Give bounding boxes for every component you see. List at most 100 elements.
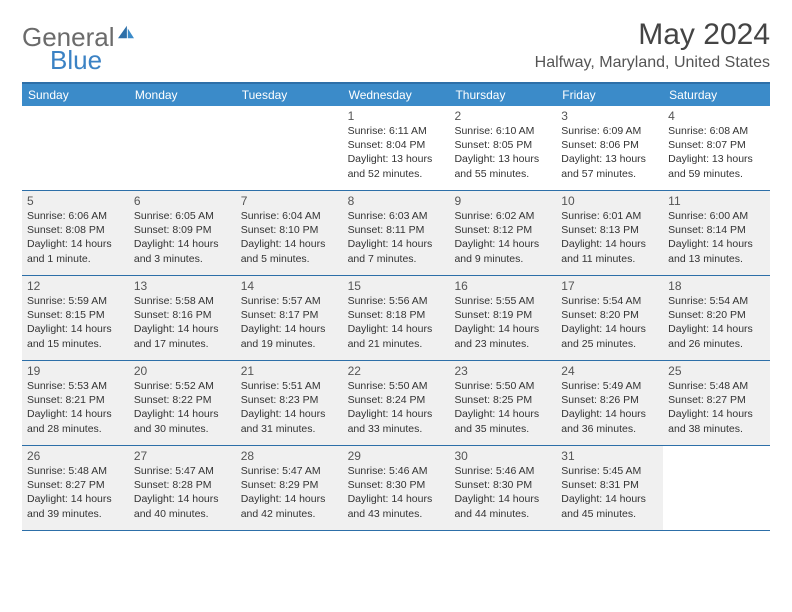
day-cell xyxy=(663,446,770,530)
daylight-text-1: Daylight: 14 hours xyxy=(668,322,765,336)
day-cell: 25Sunrise: 5:48 AMSunset: 8:27 PMDayligh… xyxy=(663,361,770,445)
weekday-header: Friday xyxy=(556,84,663,106)
day-cell: 26Sunrise: 5:48 AMSunset: 8:27 PMDayligh… xyxy=(22,446,129,530)
day-cell: 11Sunrise: 6:00 AMSunset: 8:14 PMDayligh… xyxy=(663,191,770,275)
sunset-text: Sunset: 8:15 PM xyxy=(27,308,124,322)
daylight-text-2: and 1 minute. xyxy=(27,252,124,266)
day-info: Sunrise: 6:06 AMSunset: 8:08 PMDaylight:… xyxy=(27,209,124,266)
sunrise-text: Sunrise: 6:09 AM xyxy=(561,124,658,138)
day-cell: 4Sunrise: 6:08 AMSunset: 8:07 PMDaylight… xyxy=(663,106,770,190)
sunset-text: Sunset: 8:28 PM xyxy=(134,478,231,492)
day-number: 23 xyxy=(454,364,551,378)
sunset-text: Sunset: 8:27 PM xyxy=(27,478,124,492)
sunset-text: Sunset: 8:09 PM xyxy=(134,223,231,237)
sunrise-text: Sunrise: 5:56 AM xyxy=(348,294,445,308)
day-info: Sunrise: 5:50 AMSunset: 8:25 PMDaylight:… xyxy=(454,379,551,436)
sunset-text: Sunset: 8:26 PM xyxy=(561,393,658,407)
sunset-text: Sunset: 8:29 PM xyxy=(241,478,338,492)
day-info: Sunrise: 6:08 AMSunset: 8:07 PMDaylight:… xyxy=(668,124,765,181)
sunset-text: Sunset: 8:04 PM xyxy=(348,138,445,152)
day-cell: 28Sunrise: 5:47 AMSunset: 8:29 PMDayligh… xyxy=(236,446,343,530)
daylight-text-1: Daylight: 14 hours xyxy=(561,322,658,336)
sunset-text: Sunset: 8:30 PM xyxy=(454,478,551,492)
sunrise-text: Sunrise: 6:06 AM xyxy=(27,209,124,223)
sunrise-text: Sunrise: 5:54 AM xyxy=(668,294,765,308)
sunset-text: Sunset: 8:25 PM xyxy=(454,393,551,407)
day-cell: 15Sunrise: 5:56 AMSunset: 8:18 PMDayligh… xyxy=(343,276,450,360)
day-cell: 1Sunrise: 6:11 AMSunset: 8:04 PMDaylight… xyxy=(343,106,450,190)
day-info: Sunrise: 5:47 AMSunset: 8:29 PMDaylight:… xyxy=(241,464,338,521)
daylight-text-2: and 45 minutes. xyxy=(561,507,658,521)
weekday-header: Tuesday xyxy=(236,84,343,106)
sunrise-text: Sunrise: 5:48 AM xyxy=(27,464,124,478)
day-number: 14 xyxy=(241,279,338,293)
sunrise-text: Sunrise: 5:52 AM xyxy=(134,379,231,393)
sunset-text: Sunset: 8:21 PM xyxy=(27,393,124,407)
daylight-text-1: Daylight: 14 hours xyxy=(134,237,231,251)
daylight-text-2: and 59 minutes. xyxy=(668,167,765,181)
day-info: Sunrise: 6:10 AMSunset: 8:05 PMDaylight:… xyxy=(454,124,551,181)
sunset-text: Sunset: 8:19 PM xyxy=(454,308,551,322)
sunrise-text: Sunrise: 6:03 AM xyxy=(348,209,445,223)
day-info: Sunrise: 5:54 AMSunset: 8:20 PMDaylight:… xyxy=(561,294,658,351)
day-number: 26 xyxy=(27,449,124,463)
day-cell: 29Sunrise: 5:46 AMSunset: 8:30 PMDayligh… xyxy=(343,446,450,530)
daylight-text-2: and 42 minutes. xyxy=(241,507,338,521)
day-info: Sunrise: 5:46 AMSunset: 8:30 PMDaylight:… xyxy=(454,464,551,521)
day-info: Sunrise: 5:52 AMSunset: 8:22 PMDaylight:… xyxy=(134,379,231,436)
daylight-text-2: and 13 minutes. xyxy=(668,252,765,266)
day-number: 15 xyxy=(348,279,445,293)
day-info: Sunrise: 5:55 AMSunset: 8:19 PMDaylight:… xyxy=(454,294,551,351)
daylight-text-1: Daylight: 14 hours xyxy=(241,237,338,251)
sunset-text: Sunset: 8:11 PM xyxy=(348,223,445,237)
header: GeneralBlue May 2024 Halfway, Maryland, … xyxy=(22,18,770,76)
day-info: Sunrise: 5:50 AMSunset: 8:24 PMDaylight:… xyxy=(348,379,445,436)
daylight-text-1: Daylight: 14 hours xyxy=(561,407,658,421)
day-cell: 6Sunrise: 6:05 AMSunset: 8:09 PMDaylight… xyxy=(129,191,236,275)
sunset-text: Sunset: 8:24 PM xyxy=(348,393,445,407)
day-info: Sunrise: 5:56 AMSunset: 8:18 PMDaylight:… xyxy=(348,294,445,351)
daylight-text-2: and 57 minutes. xyxy=(561,167,658,181)
day-cell: 19Sunrise: 5:53 AMSunset: 8:21 PMDayligh… xyxy=(22,361,129,445)
daylight-text-1: Daylight: 14 hours xyxy=(27,407,124,421)
daylight-text-2: and 43 minutes. xyxy=(348,507,445,521)
day-info: Sunrise: 6:00 AMSunset: 8:14 PMDaylight:… xyxy=(668,209,765,266)
sunset-text: Sunset: 8:07 PM xyxy=(668,138,765,152)
logo: GeneralBlue xyxy=(22,22,136,76)
daylight-text-1: Daylight: 14 hours xyxy=(27,237,124,251)
daylight-text-1: Daylight: 14 hours xyxy=(134,492,231,506)
day-cell xyxy=(129,106,236,190)
day-number: 6 xyxy=(134,194,231,208)
day-number: 20 xyxy=(134,364,231,378)
weeks-container: 1Sunrise: 6:11 AMSunset: 8:04 PMDaylight… xyxy=(22,106,770,531)
sunset-text: Sunset: 8:31 PM xyxy=(561,478,658,492)
location: Halfway, Maryland, United States xyxy=(535,54,770,72)
sunrise-text: Sunrise: 5:47 AM xyxy=(241,464,338,478)
sunset-text: Sunset: 8:17 PM xyxy=(241,308,338,322)
day-number: 21 xyxy=(241,364,338,378)
sunrise-text: Sunrise: 5:48 AM xyxy=(668,379,765,393)
week-row: 12Sunrise: 5:59 AMSunset: 8:15 PMDayligh… xyxy=(22,276,770,361)
day-number: 30 xyxy=(454,449,551,463)
sunset-text: Sunset: 8:05 PM xyxy=(454,138,551,152)
day-cell: 24Sunrise: 5:49 AMSunset: 8:26 PMDayligh… xyxy=(556,361,663,445)
day-info: Sunrise: 5:49 AMSunset: 8:26 PMDaylight:… xyxy=(561,379,658,436)
day-info: Sunrise: 6:05 AMSunset: 8:09 PMDaylight:… xyxy=(134,209,231,266)
daylight-text-1: Daylight: 14 hours xyxy=(454,322,551,336)
daylight-text-1: Daylight: 13 hours xyxy=(348,152,445,166)
day-number: 10 xyxy=(561,194,658,208)
daylight-text-1: Daylight: 14 hours xyxy=(134,407,231,421)
day-number: 11 xyxy=(668,194,765,208)
sunrise-text: Sunrise: 6:11 AM xyxy=(348,124,445,138)
day-info: Sunrise: 6:09 AMSunset: 8:06 PMDaylight:… xyxy=(561,124,658,181)
week-row: 19Sunrise: 5:53 AMSunset: 8:21 PMDayligh… xyxy=(22,361,770,446)
day-cell: 10Sunrise: 6:01 AMSunset: 8:13 PMDayligh… xyxy=(556,191,663,275)
day-number: 5 xyxy=(27,194,124,208)
day-cell: 14Sunrise: 5:57 AMSunset: 8:17 PMDayligh… xyxy=(236,276,343,360)
day-info: Sunrise: 5:46 AMSunset: 8:30 PMDaylight:… xyxy=(348,464,445,521)
calendar: SundayMondayTuesdayWednesdayThursdayFrid… xyxy=(22,82,770,531)
daylight-text-2: and 33 minutes. xyxy=(348,422,445,436)
title-block: May 2024 Halfway, Maryland, United State… xyxy=(535,18,770,72)
sunset-text: Sunset: 8:13 PM xyxy=(561,223,658,237)
day-number: 19 xyxy=(27,364,124,378)
